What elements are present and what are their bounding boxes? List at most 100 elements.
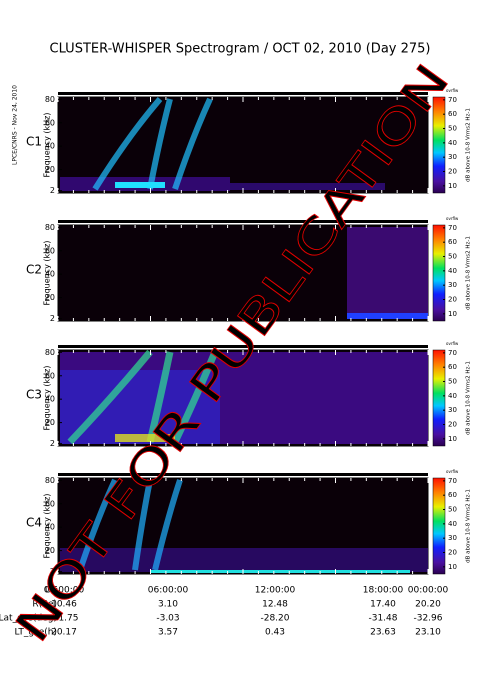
y-tick-label: 40: [45, 523, 55, 532]
y-tick-label: 20: [45, 546, 55, 555]
panel-bar: [58, 220, 428, 223]
ephemeris-value: 3.57: [158, 628, 178, 638]
colorbar-tick-label: 10: [448, 182, 457, 190]
ephemeris-value: -31.75: [49, 614, 78, 624]
colorbar-tick-label: 20: [448, 296, 457, 304]
y-tick-label: 20: [45, 293, 55, 302]
colorbar-title: dB above 10-8 Vrms2 Hz-1: [466, 361, 472, 435]
colorbar-tick-label: 40: [448, 520, 457, 528]
colorbar: [432, 96, 446, 194]
colorbar-tick-label: 40: [448, 139, 457, 147]
panel-bar: [58, 345, 428, 348]
colorbar-tick-label: 50: [448, 506, 457, 514]
spectrum-core: [115, 182, 165, 188]
spectrum-core: [115, 434, 175, 442]
ephemeris-value: 17.40: [370, 600, 396, 610]
colorbar-tick-label: 10: [448, 310, 457, 318]
colorbar-tick-label: 10: [448, 435, 457, 443]
ephemeris-label: R(Re): [32, 600, 57, 610]
y-axis-title: Frequency (kHz): [43, 241, 52, 306]
spectrum-emission: [146, 351, 174, 443]
ephemeris-value: -3.03: [156, 614, 179, 624]
colorbar-overflow: ovrflw: [446, 341, 459, 346]
y-tick-label: 80: [45, 223, 55, 232]
panel-label: C2: [26, 263, 42, 277]
colorbar: [432, 224, 446, 322]
ephemeris-value: 20.17: [51, 628, 77, 638]
panel-label: C4: [26, 516, 42, 530]
colorbar-tick-label: 60: [448, 491, 457, 499]
spectrum-emission: [77, 478, 118, 571]
ephemeris-value: 00:00:00: [408, 586, 449, 596]
spectrum-emission: [67, 349, 153, 445]
y-tick-label: 80: [45, 476, 55, 485]
colorbar-tick-label: 20: [448, 168, 457, 176]
colorbar: [432, 349, 446, 447]
colorbar-tick-label: 10: [448, 563, 457, 571]
ephemeris-value: 20.20: [415, 600, 441, 610]
y-axis-title: Frequency (kHz): [43, 494, 52, 559]
ephemeris-value: 00:00:00: [44, 586, 85, 596]
y-tick-label: 60: [45, 499, 55, 508]
y-axis-title: Frequency (kHz): [43, 366, 52, 431]
spectrum-emission: [172, 97, 213, 190]
ephemeris-value: 23.10: [415, 628, 441, 638]
colorbar-overflow: ovrflw: [446, 88, 459, 93]
ephemeris-value: 3.10: [158, 600, 178, 610]
colorbar-title: dB above 10-8 Vrms2 Hz-1: [466, 489, 472, 563]
colorbar-tick-label: 50: [448, 125, 457, 133]
spectrum-emission: [152, 479, 183, 571]
colorbar-overflow: ovrflw: [446, 216, 459, 221]
ephemeris-label: UT: [45, 586, 58, 596]
colorbar-tick-label: 50: [448, 253, 457, 261]
y-tick-label: 40: [45, 142, 55, 151]
ephemeris-value: 0.43: [265, 628, 285, 638]
colorbar-overflow: ovrflw: [446, 469, 459, 474]
y-tick-label: 40: [45, 270, 55, 279]
colorbar-tick-label: 60: [448, 363, 457, 371]
colorbar-tick-label: 70: [448, 349, 457, 357]
ephemeris-value: 06:00:00: [148, 586, 189, 596]
y-tick-label: 60: [45, 246, 55, 255]
y-tick-label: 2: [50, 314, 55, 323]
y-tick-label: 2: [50, 567, 55, 576]
y-tick-label: 60: [45, 371, 55, 380]
colorbar-tick-label: 70: [448, 96, 457, 104]
spectrum-emission: [147, 98, 173, 190]
colorbar-tick-label: 40: [448, 392, 457, 400]
ephemeris-value: 12:00:00: [255, 586, 296, 596]
spectrum-band: [60, 548, 428, 572]
ephemeris-value: 23.63: [370, 628, 396, 638]
ephemeris-value: -31.48: [368, 614, 397, 624]
spectrum-core: [150, 570, 410, 573]
spectrum-emission: [171, 350, 219, 444]
y-tick-label: 20: [45, 418, 55, 427]
panel-label: C1: [26, 135, 42, 149]
ephemeris-value: -28.20: [260, 614, 289, 624]
y-tick-label: 80: [45, 348, 55, 357]
panel-bar: [58, 473, 428, 476]
colorbar-tick-label: 30: [448, 153, 457, 161]
y-tick-label: 80: [45, 95, 55, 104]
colorbar-title: dB above 10-8 Vrms2 Hz-1: [466, 108, 472, 182]
colorbar-tick-label: 30: [448, 406, 457, 414]
panel-bar: [58, 92, 428, 95]
colorbar-tick-label: 60: [448, 238, 457, 246]
colorbar-tick-label: 20: [448, 421, 457, 429]
panel-label: C3: [26, 388, 42, 402]
y-tick-label: 2: [50, 439, 55, 448]
y-tick-label: 20: [45, 165, 55, 174]
title: CLUSTER-WHISPER Spectrogram / OCT 02, 20…: [50, 42, 431, 57]
spectrum-band: [230, 183, 385, 190]
y-tick-label: 60: [45, 118, 55, 127]
y-tick-label: 40: [45, 395, 55, 404]
spectrum-emission: [92, 97, 163, 191]
ephemeris-label: Lat_gse(deg): [0, 614, 57, 624]
colorbar-tick-label: 50: [448, 378, 457, 386]
colorbar-tick-label: 40: [448, 267, 457, 275]
colorbar-tick-label: 20: [448, 549, 457, 557]
ephemeris-label: LT_gse(h): [15, 628, 57, 638]
colorbar-tick-label: 30: [448, 281, 457, 289]
ephemeris-value: 18:00:00: [363, 586, 404, 596]
